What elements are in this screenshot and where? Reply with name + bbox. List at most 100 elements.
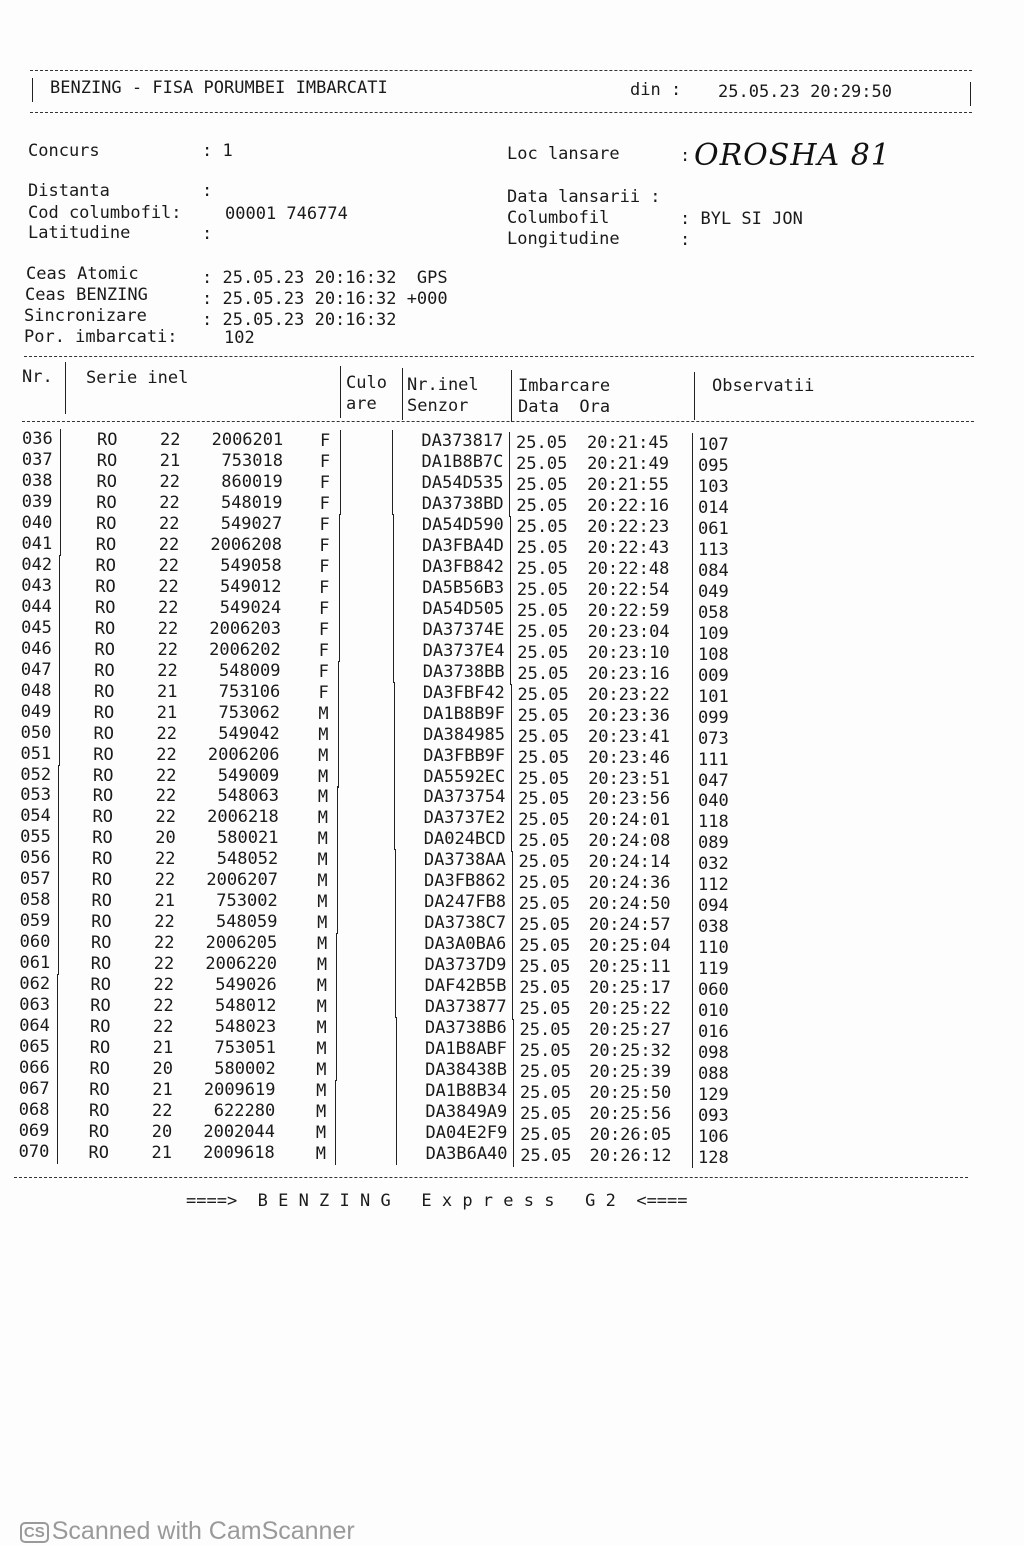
col-divider bbox=[692, 978, 693, 1001]
col-divider bbox=[692, 768, 693, 791]
cell-observation: 047 bbox=[698, 770, 729, 791]
cell-nr: 055 bbox=[20, 827, 51, 848]
cell-ring-number: 753018 bbox=[221, 450, 283, 471]
ceas-benzing-value: : 25.05.23 20:16:32 +000 bbox=[202, 289, 448, 309]
cell-nr: 065 bbox=[19, 1037, 50, 1058]
col-divider bbox=[692, 873, 693, 896]
cell-year: 20 bbox=[152, 1059, 173, 1080]
cell-year: 22 bbox=[157, 639, 178, 660]
cell-sensor-id: DA3FB862 bbox=[424, 871, 506, 892]
col-divider bbox=[509, 473, 511, 496]
cell-observation: 093 bbox=[698, 1106, 729, 1127]
col-divider bbox=[394, 828, 396, 851]
col-divider bbox=[692, 894, 693, 917]
col-divider bbox=[394, 765, 395, 788]
ceas-benzing-label: Ceas BENZING bbox=[25, 285, 148, 305]
cell-observation: 112 bbox=[698, 875, 729, 896]
cell-country: RO bbox=[90, 996, 111, 1017]
col-divider bbox=[394, 807, 396, 830]
cell-observation: 060 bbox=[698, 980, 729, 1001]
cell-nr: 043 bbox=[21, 575, 53, 596]
col-divider bbox=[692, 495, 693, 518]
col-divider bbox=[335, 1017, 337, 1040]
cell-sex: F bbox=[320, 431, 331, 451]
cell-time: 20:25:11 bbox=[588, 957, 671, 978]
col-divider bbox=[336, 975, 338, 998]
cell-observation: 118 bbox=[698, 812, 729, 833]
cell-sex: M bbox=[317, 808, 328, 829]
cell-ring-number: 2009619 bbox=[203, 1080, 276, 1101]
ceas-atomic-label: Ceas Atomic bbox=[26, 264, 139, 284]
cell-country: RO bbox=[95, 576, 116, 597]
col-divider bbox=[58, 785, 60, 808]
cell-time: 20:26:05 bbox=[589, 1125, 672, 1145]
cell-sensor-id: DA247FB8 bbox=[424, 892, 507, 913]
header-bottom-rule bbox=[30, 112, 972, 113]
cell-date: 25.05 bbox=[519, 1020, 571, 1041]
cell-time: 20:22:54 bbox=[587, 579, 670, 600]
cell-year: 22 bbox=[153, 1017, 174, 1038]
cell-date: 25.05 bbox=[517, 642, 569, 663]
cell-observation: 061 bbox=[698, 518, 729, 539]
cell-time: 20:22:16 bbox=[587, 495, 670, 516]
cell-sensor-id: DA384985 bbox=[423, 724, 506, 745]
col-divider bbox=[692, 831, 693, 854]
cell-country: RO bbox=[97, 430, 118, 450]
cell-date: 25.05 bbox=[516, 579, 569, 600]
cell-ring-number: 753062 bbox=[218, 702, 280, 723]
col-divider bbox=[510, 662, 512, 685]
col-divider bbox=[510, 620, 512, 643]
col-divider bbox=[392, 555, 394, 578]
cell-observation: 040 bbox=[698, 791, 729, 812]
col-divider bbox=[56, 1100, 58, 1123]
col-divider bbox=[339, 555, 341, 578]
cell-sex: M bbox=[318, 745, 329, 766]
cell-year: 22 bbox=[153, 975, 174, 996]
cell-nr: 041 bbox=[21, 533, 53, 554]
cell-sensor-id: DA54D590 bbox=[421, 514, 504, 535]
col-divider bbox=[692, 537, 693, 560]
col-divider bbox=[58, 701, 60, 724]
col-divider bbox=[396, 1142, 398, 1165]
cell-country: RO bbox=[90, 975, 111, 996]
col-divider bbox=[510, 599, 511, 622]
cell-observation: 084 bbox=[698, 560, 729, 581]
cell-sex: M bbox=[316, 1018, 327, 1039]
cell-nr: 042 bbox=[21, 554, 53, 575]
cell-sensor-id: DA5B56B3 bbox=[422, 577, 505, 598]
cell-nr: 044 bbox=[21, 596, 52, 617]
col-divider bbox=[339, 534, 341, 557]
cell-sex: F bbox=[319, 598, 330, 619]
longitudine-label: Longitudine bbox=[507, 229, 620, 249]
col-divider bbox=[512, 998, 514, 1021]
cell-date: 25.05 bbox=[517, 726, 569, 747]
cell-nr: 058 bbox=[19, 890, 51, 911]
camscanner-logo: CS bbox=[19, 1521, 49, 1543]
table-bottom-rule bbox=[14, 1177, 968, 1178]
cell-sex: F bbox=[319, 577, 330, 598]
cell-sex: M bbox=[317, 934, 328, 955]
cell-observation: 014 bbox=[698, 497, 729, 518]
cell-date: 25.05 bbox=[518, 831, 570, 852]
cell-ring-number: 753051 bbox=[214, 1038, 276, 1059]
cell-year: 22 bbox=[159, 492, 180, 513]
cell-sensor-id: DA3737E2 bbox=[423, 808, 506, 829]
cell-sensor-id: DA3FBA4D bbox=[422, 535, 504, 556]
cell-year: 22 bbox=[156, 723, 177, 744]
cell-country: RO bbox=[89, 1101, 110, 1122]
col-divider bbox=[694, 372, 695, 420]
cell-ring-number: 548009 bbox=[219, 660, 281, 681]
col-divider bbox=[392, 471, 394, 494]
col-divider bbox=[692, 1083, 693, 1106]
cell-sensor-id: DA3FBB9F bbox=[423, 745, 506, 766]
cell-nr: 063 bbox=[19, 995, 51, 1016]
cell-nr: 039 bbox=[21, 491, 53, 512]
cell-year: 22 bbox=[158, 576, 179, 597]
col-divider bbox=[395, 1080, 397, 1103]
cell-date: 25.05 bbox=[518, 915, 571, 936]
col-divider bbox=[336, 891, 338, 914]
cell-ring-number: 548059 bbox=[216, 912, 278, 933]
col-divider bbox=[692, 474, 693, 497]
cell-time: 20:22:23 bbox=[587, 516, 670, 537]
col-divider bbox=[59, 470, 61, 493]
